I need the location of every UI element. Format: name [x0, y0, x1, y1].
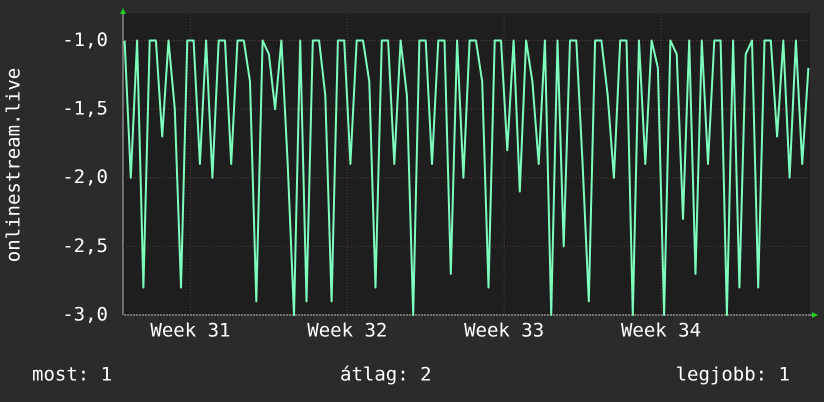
x-tick-label: Week 32	[307, 320, 387, 342]
y-arrow	[120, 8, 126, 14]
footer-current: most: 1	[32, 364, 112, 386]
y-tick-label: -3,0	[62, 304, 108, 326]
footer-average: átlag: 2	[340, 364, 432, 386]
footer-best: legjobb: 1	[676, 364, 790, 386]
x-arrow	[812, 312, 818, 318]
x-tick-label: Week 31	[150, 320, 230, 342]
y-axis-label: onlinestream.live	[3, 68, 25, 262]
x-tick-label: Week 34	[621, 320, 701, 342]
y-tick-label: -2,0	[62, 166, 108, 188]
y-tick-label: -2,5	[62, 235, 108, 257]
x-tick-label: Week 33	[464, 320, 544, 342]
y-tick-label: -1,0	[62, 29, 108, 51]
data-line	[123, 39, 810, 316]
y-tick-label: -1,5	[62, 98, 108, 120]
